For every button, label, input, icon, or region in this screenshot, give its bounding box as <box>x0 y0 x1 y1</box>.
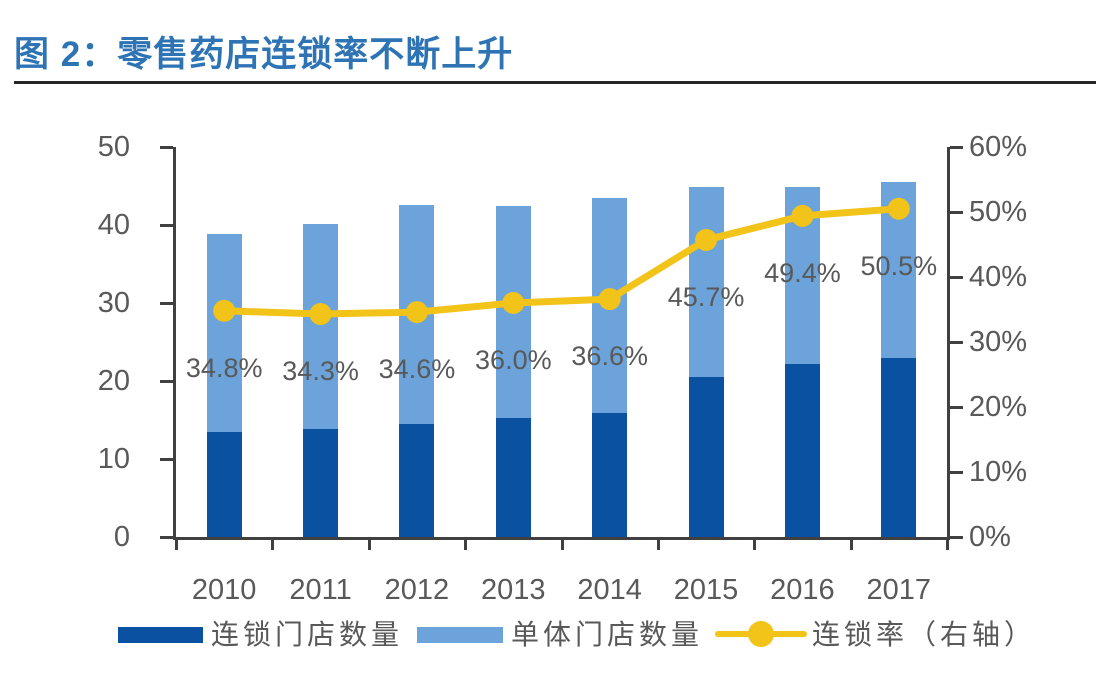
legend-label-chain-rate: 连锁率（右轴） <box>812 619 1037 650</box>
y-axis-right-tick-label: 20% <box>969 391 1028 423</box>
x-axis-tick <box>271 540 275 550</box>
y-axis-left-tick <box>160 146 173 149</box>
y-axis-left-tick <box>160 458 173 461</box>
x-axis-category-label: 2010 <box>191 574 257 606</box>
chain-rate-line <box>224 205 900 318</box>
x-axis-tick <box>464 540 468 550</box>
y-axis-right-tick <box>950 406 963 409</box>
chain-rate-point-marker <box>791 204 814 227</box>
x-axis-tick <box>175 540 178 550</box>
bar-single-stores <box>688 186 724 378</box>
x-axis-category-label: 2017 <box>866 574 932 606</box>
bar-single-stores <box>303 224 339 430</box>
x-axis-tick <box>946 540 949 550</box>
y-axis-right-tick <box>950 536 963 539</box>
legend-swatch-chain-stores <box>118 627 203 643</box>
chain-rate-point-marker <box>213 299 236 322</box>
y-axis-right-tick-label: 30% <box>969 326 1028 358</box>
y-axis-right <box>947 147 950 540</box>
y-axis-left <box>173 147 176 540</box>
bar-chain-stores <box>399 423 435 537</box>
legend-label-single-stores: 单体门店数量 <box>511 619 704 650</box>
y-axis-right-tick-label: 0% <box>969 521 1011 553</box>
x-axis-category-label: 2016 <box>770 574 835 606</box>
x-axis-category-label: 2015 <box>673 574 739 606</box>
y-axis-right-tick-label: 50% <box>969 196 1028 228</box>
legend-swatch-single-stores <box>417 627 503 643</box>
legend-label-chain-stores: 连锁门店数量 <box>211 619 404 650</box>
y-axis-left-tick-label: 30 <box>97 287 130 319</box>
chain-rate-point-label: 50.5% <box>860 250 938 281</box>
title-divider-line <box>14 81 1096 84</box>
chain-rate-point-marker <box>887 197 910 220</box>
y-axis-right-tick <box>950 276 963 279</box>
bar-chain-stores <box>881 358 917 537</box>
chain-rate-point-label: 34.6% <box>378 354 456 385</box>
chain-rate-point-label: 45.7% <box>667 281 745 312</box>
y-axis-left-tick-label: 10 <box>97 443 130 475</box>
x-axis-category-label: 2013 <box>481 574 546 606</box>
x-axis-category-label: 2012 <box>384 574 450 606</box>
y-axis-right-tick-label: 10% <box>969 456 1028 488</box>
x-axis-category-label: 2011 <box>289 574 352 606</box>
chain-rate-point-marker <box>598 288 621 311</box>
x-axis-tick <box>367 540 371 550</box>
bar-single-stores <box>206 233 242 432</box>
y-axis-right-tick-label: 60% <box>969 131 1028 163</box>
bar-chain-stores <box>688 377 724 537</box>
y-axis-left-tick-label: 50 <box>97 131 130 163</box>
y-axis-left-tick-label: 20 <box>97 365 130 397</box>
y-axis-left-tick <box>160 380 173 383</box>
y-axis-right-tick <box>950 471 963 474</box>
x-axis-tick <box>849 540 853 550</box>
x-axis-tick <box>656 540 660 550</box>
x-axis <box>173 537 950 540</box>
y-axis-left-tick <box>160 224 173 227</box>
bar-chain-stores <box>303 429 339 537</box>
x-axis-tick <box>560 540 564 550</box>
chain-rate-point-label: 34.3% <box>282 356 359 387</box>
chain-rate-point-marker <box>309 303 332 326</box>
bar-chain-stores <box>592 412 628 537</box>
chain-rate-point-label: 36.0% <box>475 345 552 375</box>
y-axis-left-tick <box>160 536 173 539</box>
bar-chain-stores <box>784 363 820 537</box>
y-axis-right-tick <box>950 341 963 344</box>
chain-rate-point-marker <box>695 228 718 251</box>
y-axis-left-tick-label: 0 <box>113 521 130 553</box>
bar-chain-stores <box>206 431 242 537</box>
y-axis-right-tick <box>950 211 963 214</box>
legend-dot-chain-rate <box>748 621 774 647</box>
bar-chain-stores <box>495 418 531 537</box>
chain-rate-point-label: 49.4% <box>764 257 841 288</box>
chain-rate-point-label: 34.8% <box>185 352 263 383</box>
chain-rate-point-marker <box>502 292 525 314</box>
y-axis-left-tick-label: 40 <box>97 209 130 241</box>
y-axis-right-tick-label: 40% <box>969 261 1028 293</box>
chain-rate-point-marker <box>405 301 428 324</box>
x-axis-tick <box>753 540 757 550</box>
chain-rate-point-label: 36.6% <box>571 341 648 372</box>
figure-title: 图 2：零售药店连锁率不断上升 <box>14 35 514 74</box>
x-axis-category-label: 2014 <box>577 574 642 606</box>
y-axis-left-tick <box>160 302 173 305</box>
y-axis-right-tick <box>950 146 963 149</box>
